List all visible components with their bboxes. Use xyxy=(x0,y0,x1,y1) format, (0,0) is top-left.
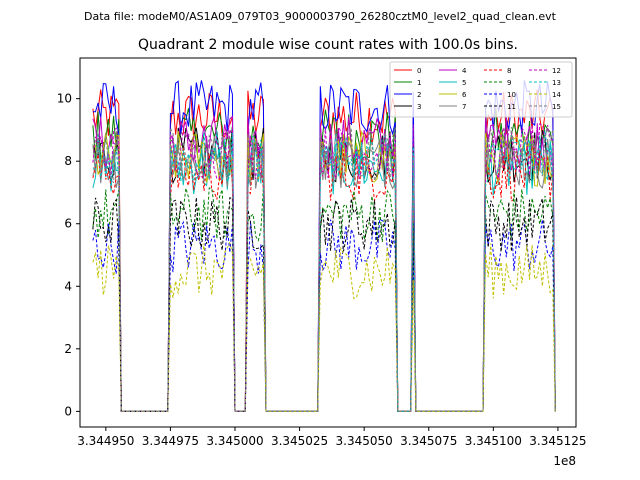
datafile-header: Data file: modeM0/AS1A09_079T03_90000037… xyxy=(84,10,557,23)
legend-label-7: 7 xyxy=(462,103,466,111)
series-line-7 xyxy=(92,136,556,412)
legend-label-14: 14 xyxy=(552,91,561,99)
y-tick-label: 10 xyxy=(57,92,72,106)
legend-label-2: 2 xyxy=(417,91,421,99)
x-tick-label: 3.345025 xyxy=(271,434,328,448)
legend-label-5: 5 xyxy=(462,79,466,87)
legend-label-9: 9 xyxy=(507,79,511,87)
x-tick-label: 3.345050 xyxy=(336,434,393,448)
x-tick-label: 3.345075 xyxy=(400,434,457,448)
legend-label-6: 6 xyxy=(462,91,467,99)
legend-label-3: 3 xyxy=(417,103,421,111)
x-tick-label: 3.344950 xyxy=(77,434,134,448)
x-tick-label: 3.345000 xyxy=(206,434,263,448)
legend-label-11: 11 xyxy=(507,103,516,111)
legend-label-13: 13 xyxy=(552,79,561,87)
y-tick-label: 4 xyxy=(64,279,72,293)
legend-label-10: 10 xyxy=(507,91,516,99)
y-tick-label: 2 xyxy=(64,342,72,356)
legend-label-8: 8 xyxy=(507,67,511,75)
series-line-14 xyxy=(92,241,556,412)
plot-frame xyxy=(79,57,577,428)
legend-label-12: 12 xyxy=(552,67,561,75)
y-tick-label: 0 xyxy=(64,404,72,418)
x-axis: 3.344950 3.344975 3.345000 3.345025 3.345050… xyxy=(77,427,587,448)
series-line-11 xyxy=(92,197,556,412)
y-tick-label: 8 xyxy=(64,154,72,168)
legend-label-0: 0 xyxy=(417,67,421,75)
legend-label-15: 15 xyxy=(552,103,561,111)
plot-lines xyxy=(92,80,556,412)
x-tick-label: 3.345100 xyxy=(465,434,522,448)
chart-title: Quadrant 2 module wise count rates with … xyxy=(138,37,518,53)
series-line-10 xyxy=(92,218,556,412)
y-tick-label: 6 xyxy=(64,217,72,231)
x-tick-label: 3.344975 xyxy=(142,434,199,448)
series-line-15 xyxy=(92,126,556,412)
y-axis: 0 2 4 6 8 10 xyxy=(57,92,80,418)
x-tick-label: 3.345125 xyxy=(529,434,586,448)
legend-label-4: 4 xyxy=(462,67,467,75)
legend-box xyxy=(389,61,573,118)
legend-label-1: 1 xyxy=(417,79,421,87)
x-offset-label: 1e8 xyxy=(553,454,576,468)
